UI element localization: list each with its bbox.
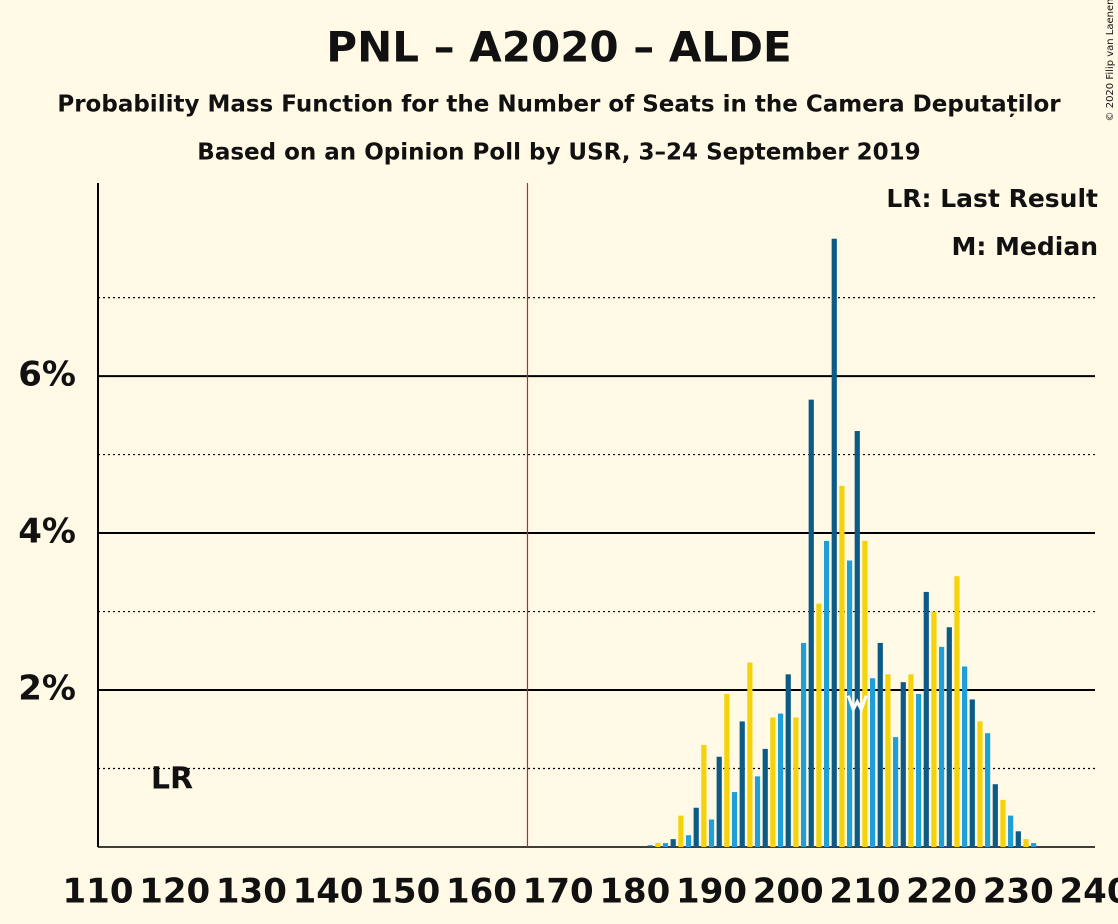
bar <box>954 576 960 847</box>
chart-title: PNL – A2020 – ALDE <box>326 23 791 72</box>
bar <box>969 699 975 847</box>
x-tick-label: 120 <box>139 872 210 912</box>
bar <box>839 485 845 847</box>
bar <box>931 611 937 847</box>
x-tick-label: 130 <box>216 872 287 912</box>
bar <box>808 399 814 847</box>
bar <box>1015 831 1021 847</box>
bar <box>977 721 983 847</box>
bar <box>1031 843 1037 847</box>
bar <box>647 845 653 847</box>
bar <box>685 835 692 847</box>
bar <box>877 642 883 847</box>
bar <box>724 693 730 847</box>
bar <box>716 756 722 847</box>
bar <box>762 748 768 847</box>
bar <box>678 815 684 847</box>
bar <box>831 238 837 847</box>
last-result-label: LR <box>151 762 193 797</box>
bar <box>885 674 891 847</box>
x-tick-label: 140 <box>293 872 364 912</box>
bar <box>916 693 922 847</box>
copyright: © 2020 Filip van Laenen <box>1105 0 1116 121</box>
bar <box>939 646 945 847</box>
bar <box>893 737 899 847</box>
chart-subtitle: Probability Mass Function for the Number… <box>57 92 1061 118</box>
bar <box>693 807 699 847</box>
bar <box>1023 839 1029 847</box>
x-tick-label: 190 <box>676 872 747 912</box>
bar <box>754 776 761 847</box>
bar <box>816 603 822 847</box>
x-tick-label: 230 <box>983 872 1054 912</box>
bar <box>1008 815 1014 847</box>
bar <box>747 662 753 847</box>
x-tick-label: 180 <box>599 872 670 912</box>
y-tick-label: 4% <box>18 512 76 552</box>
median-marker <box>846 695 868 714</box>
bar <box>800 642 807 847</box>
bar <box>739 721 745 847</box>
chart-subtitle: Based on an Opinion Poll by USR, 3–24 Se… <box>197 140 920 166</box>
x-tick-label: 170 <box>523 872 594 912</box>
y-tick-label: 6% <box>18 355 76 395</box>
x-tick-label: 110 <box>63 872 134 912</box>
bar <box>777 713 784 847</box>
bar <box>785 674 791 847</box>
bar <box>1000 799 1006 847</box>
x-tick-label: 210 <box>829 872 900 912</box>
bar <box>662 843 669 847</box>
x-tick-label: 240 <box>1060 872 1118 912</box>
x-tick-label: 200 <box>753 872 824 912</box>
bar <box>962 666 968 847</box>
legend-entry: M: Median <box>951 232 1098 261</box>
bar <box>946 627 952 847</box>
bar <box>869 678 876 847</box>
x-tick-label: 150 <box>369 872 440 912</box>
bar <box>862 540 868 847</box>
y-tick-label: 2% <box>18 669 76 709</box>
bar <box>823 540 830 847</box>
x-tick-label: 220 <box>906 872 977 912</box>
bar <box>992 784 998 847</box>
bar <box>908 674 914 847</box>
legend-entry: LR: Last Result <box>886 184 1098 213</box>
x-tick-label: 160 <box>446 872 517 912</box>
bar <box>655 843 661 847</box>
bar <box>793 717 799 847</box>
bar <box>770 717 776 847</box>
bar <box>985 733 991 847</box>
bar <box>731 792 738 847</box>
bar <box>854 431 860 847</box>
bar <box>900 682 906 847</box>
bar <box>701 744 707 847</box>
bar <box>923 591 929 847</box>
bar <box>708 819 715 847</box>
bar <box>670 839 676 847</box>
